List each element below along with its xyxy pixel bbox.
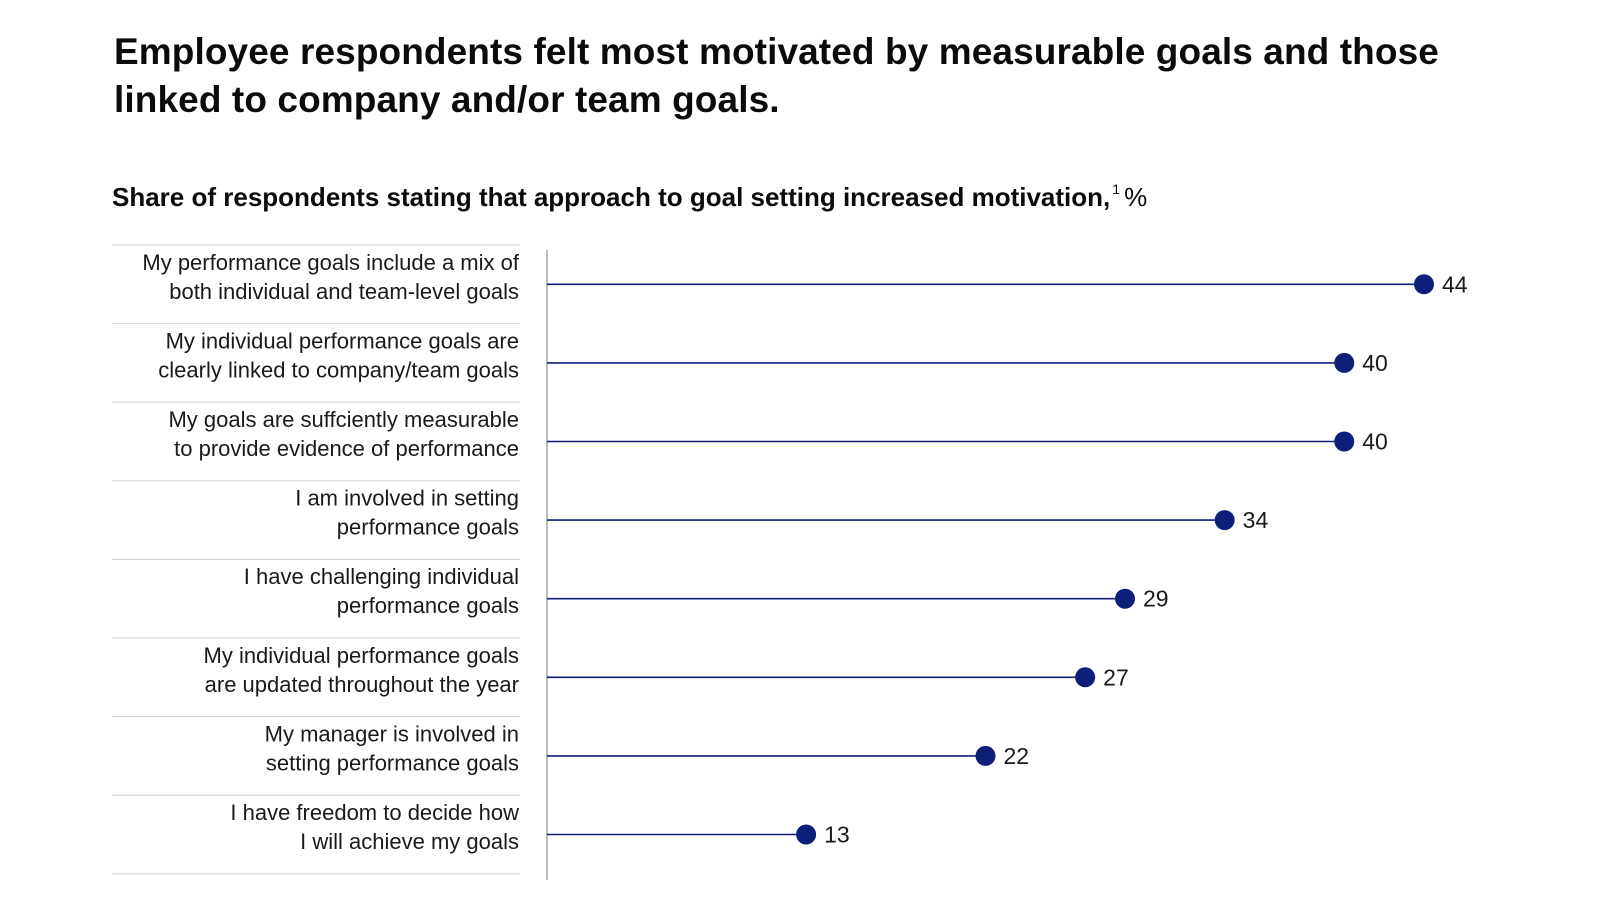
- category-label: My individual performance goals are updat…: [204, 643, 520, 697]
- chart-headline: Employee respondents felt most motivated…: [114, 31, 1439, 120]
- category-label: My individual performance goals are clear…: [158, 328, 519, 382]
- category-label-line: My manager is involved in: [265, 721, 519, 746]
- lollipop-dot: [975, 745, 996, 766]
- value-label: 34: [1243, 507, 1269, 533]
- category-label-line: performance goals: [337, 593, 519, 618]
- value-label: 44: [1442, 271, 1468, 297]
- category-label: I am involved in setting performance goal…: [295, 486, 519, 540]
- category-label-line: clearly linked to company/team goals: [158, 357, 519, 382]
- category-label-line: My individual performance goals are: [166, 328, 519, 353]
- category-label-line: My performance goals include a mix of: [142, 250, 519, 275]
- category-label-line: performance goals: [337, 515, 519, 540]
- lollipop-dot: [1334, 431, 1355, 452]
- category-label-line: are updated throughout the year: [205, 672, 519, 697]
- value-label: 29: [1143, 586, 1169, 612]
- category-label-line: I will achieve my goals: [300, 829, 519, 854]
- category-label: I have freedom to decide how I will achie…: [230, 800, 519, 854]
- category-label-line: to provide evidence of performance: [174, 436, 519, 461]
- category-label: My performance goals include a mix of bot…: [142, 250, 519, 304]
- value-label: 13: [824, 822, 850, 848]
- value-label: 40: [1362, 429, 1388, 455]
- value-label: 40: [1362, 350, 1388, 376]
- category-label: I have challenging individual performance…: [244, 564, 519, 618]
- category-label-line: both individual and team-level goals: [169, 279, 519, 304]
- value-label: 27: [1103, 664, 1129, 690]
- unit-label: %: [1124, 182, 1148, 212]
- category-label-line: I am involved in setting: [295, 486, 519, 511]
- lollipop-dot: [1115, 588, 1136, 609]
- subtitle-text: Share of respondents stating that approa…: [112, 182, 1111, 212]
- category-label-line: My individual performance goals: [204, 643, 520, 668]
- category-label: My manager is involved in setting perform…: [265, 721, 519, 775]
- lollipop-dot: [1214, 510, 1235, 531]
- category-label: My goals are suffciently measurable to pr…: [168, 407, 519, 461]
- value-label: 22: [1004, 743, 1030, 769]
- category-label-line: setting performance goals: [266, 750, 519, 775]
- category-label-line: My goals are suffciently measurable: [168, 407, 519, 432]
- category-label-line: I have challenging individual: [244, 564, 519, 589]
- category-label-line: I have freedom to decide how: [230, 800, 519, 825]
- footnote-marker: 1: [1112, 181, 1121, 197]
- lollipop-dot: [1414, 274, 1434, 295]
- lollipop-dot: [796, 824, 817, 845]
- lollipop-dot: [1334, 352, 1355, 373]
- chart-subtitle: Share of respondents stating that approa…: [112, 172, 1147, 214]
- lollipop-dot: [1075, 667, 1096, 688]
